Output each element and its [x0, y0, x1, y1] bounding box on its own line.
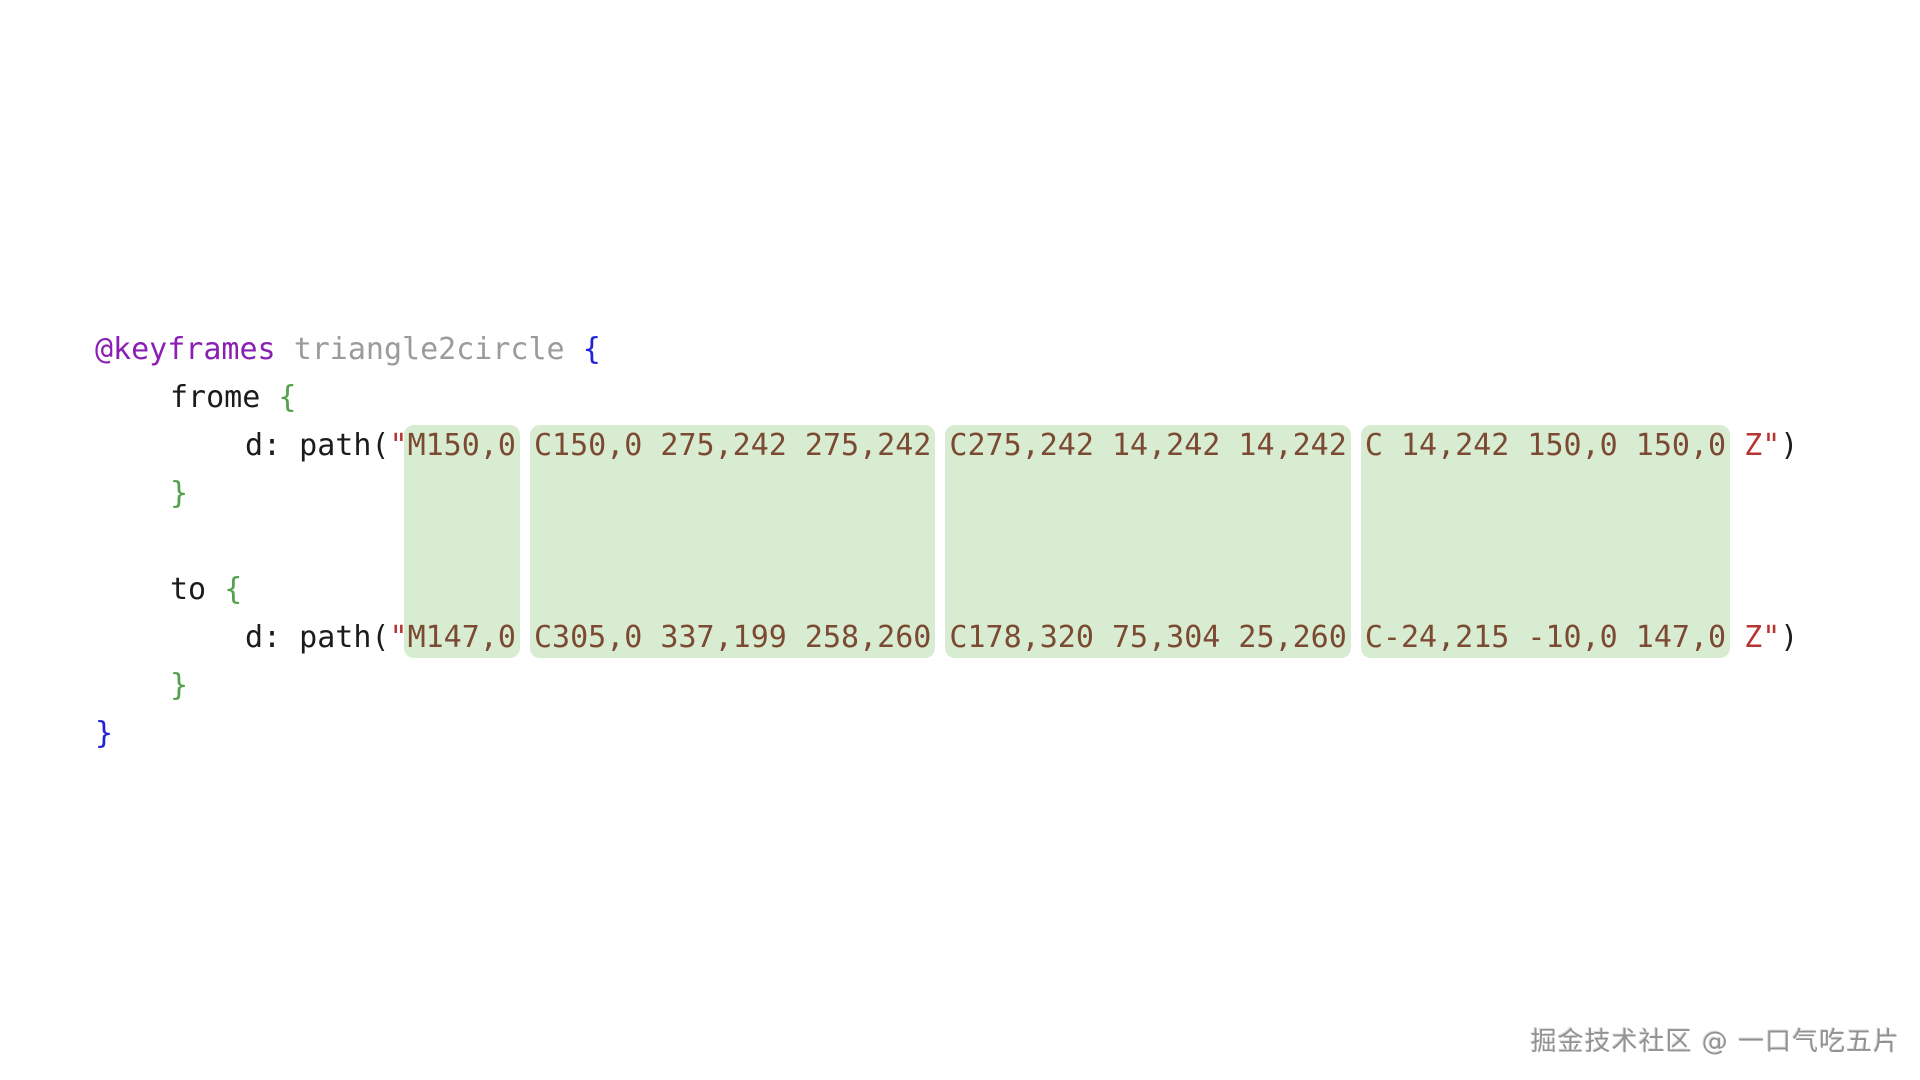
highlight-box	[403, 425, 520, 658]
string-quote-open: "	[389, 620, 408, 655]
animation-name: triangle2circle	[293, 332, 565, 367]
path-segment: M147,0	[407, 620, 516, 655]
css-code-block: @keyframes triangle2circle { frome { d: …	[95, 326, 1798, 758]
code-line-keyframes-close: }	[95, 710, 1798, 758]
code-line-keyframes-open: @keyframes triangle2circle {	[95, 326, 1798, 374]
close-brace: }	[170, 476, 189, 511]
space	[1726, 428, 1744, 463]
code-line-from-close: }	[95, 470, 1798, 518]
close-brace: }	[170, 668, 189, 703]
open-brace: {	[224, 572, 243, 607]
close-paren: )	[1780, 428, 1799, 463]
close-brace: }	[95, 716, 114, 751]
path-segment: M150,0	[407, 428, 516, 463]
space	[516, 620, 534, 655]
code-line-blank	[95, 518, 1798, 566]
space	[565, 332, 583, 367]
path-segment: C275,242 14,242 14,242	[949, 428, 1347, 463]
highlight-box	[530, 425, 936, 658]
keyframe-selector-from: frome	[170, 380, 261, 415]
highlight-box	[1360, 425, 1731, 658]
close-paren: )	[1780, 620, 1799, 655]
string-quote-open: "	[389, 428, 408, 463]
space	[1726, 620, 1744, 655]
open-brace: {	[278, 380, 297, 415]
path-close-token: Z"	[1744, 428, 1781, 463]
keyframe-selector-to: to	[170, 572, 207, 607]
space	[516, 428, 534, 463]
code-line-from-selector: frome {	[95, 374, 1798, 422]
code-line-to-close: }	[95, 662, 1798, 710]
watermark-text: 掘金技术社区 @ 一口气吃五片	[1530, 1027, 1900, 1057]
space	[260, 380, 278, 415]
space	[931, 428, 949, 463]
space	[276, 332, 294, 367]
open-brace: {	[582, 332, 601, 367]
path-segment: C 14,242 150,0 150,0	[1364, 428, 1727, 463]
code-line-to-declaration: d: path("M147,0 C305,0 337,199 258,260 C…	[95, 614, 1798, 662]
space	[931, 620, 949, 655]
property-declaration-prefix: d: path(	[245, 620, 390, 655]
code-line-to-selector: to {	[95, 566, 1798, 614]
path-segment: C-24,215 -10,0 147,0	[1364, 620, 1727, 655]
space	[1347, 428, 1365, 463]
code-line-from-declaration: d: path("M150,0 C150,0 275,242 275,242 C…	[95, 422, 1798, 470]
highlight-box	[945, 425, 1351, 658]
at-rule-keyword: @keyframes	[95, 332, 276, 367]
space	[206, 572, 224, 607]
property-declaration-prefix: d: path(	[245, 428, 390, 463]
path-segment: C305,0 337,199 258,260	[534, 620, 932, 655]
space	[1347, 620, 1365, 655]
path-segment: C178,320 75,304 25,260	[949, 620, 1347, 655]
path-close-token: Z"	[1744, 620, 1781, 655]
path-segment: C150,0 275,242 275,242	[534, 428, 932, 463]
